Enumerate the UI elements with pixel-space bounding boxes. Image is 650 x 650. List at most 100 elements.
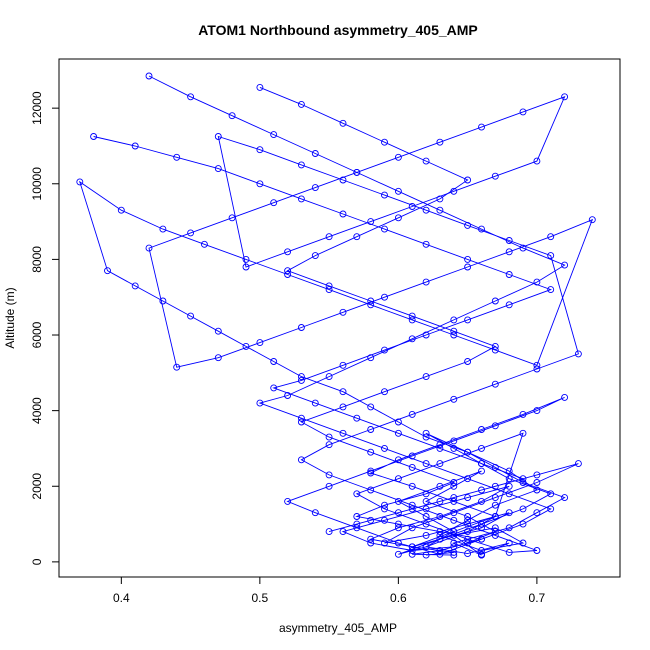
data-point [450,548,458,556]
data-point [478,460,485,468]
data-point [381,505,388,513]
data-point [505,509,513,517]
data-point [519,475,527,483]
data-point [491,422,499,430]
data-point [505,539,513,547]
data-point [408,547,416,554]
data-point [478,123,485,131]
data-point [436,444,444,452]
data-point [353,520,361,528]
data-point [367,426,375,433]
data-point [408,312,416,320]
data-point [394,524,402,532]
data-point [533,471,541,479]
data-point [547,233,555,241]
data-point [450,316,458,324]
data-point [422,551,430,559]
series-line [259,86,510,556]
data-point [422,429,430,437]
data-point [408,316,416,324]
data-point [491,501,499,509]
data-point [339,210,347,218]
data-point [450,327,458,335]
series-1 [76,93,596,559]
data-point [436,513,444,520]
data-point [505,548,513,556]
data-point [173,363,181,371]
data-point [491,494,499,502]
data-point [339,403,347,411]
data-point [367,486,375,494]
data-point [533,365,541,373]
data-point [256,83,264,91]
data-point [325,441,333,449]
data-point [491,513,499,520]
data-point [450,395,458,403]
data-point [381,388,388,396]
data-point [436,195,444,203]
data-point [367,516,375,524]
data-point [242,342,250,350]
data-point [547,286,555,294]
data-point [574,460,582,468]
data-point [76,178,84,186]
data-point [367,469,375,477]
y-tick-label: 10000 [30,167,44,201]
data-point [436,441,444,449]
data-point [464,358,472,365]
y-axis-label: Altitude (m) [3,287,17,348]
data-point [353,524,361,532]
data-point [505,482,513,490]
data-point [214,354,222,362]
x-tick-label: 0.5 [252,591,269,605]
data-point [422,433,430,441]
data-point [478,426,485,433]
data-point [422,240,430,248]
data-point [533,361,541,369]
data-point [297,161,305,169]
data-point [214,133,222,140]
data-point [464,535,472,543]
data-point [450,437,458,445]
data-point [367,539,375,547]
data-point [325,282,333,290]
data-series-layer [76,72,596,559]
data-point [325,433,333,441]
data-point [519,520,527,528]
data-point [561,93,569,101]
data-point [284,497,292,505]
data-point [270,199,278,207]
data-point [394,550,402,558]
data-point [519,108,527,116]
data-point [450,479,458,486]
data-point [311,252,319,260]
data-point [339,388,347,396]
x-tick-label: 0.7 [529,591,546,605]
data-point [408,543,416,551]
data-point [422,157,430,165]
data-point [367,403,375,411]
data-point [478,520,485,528]
data-point [394,153,402,161]
data-point [478,444,485,452]
data-point [325,482,333,490]
data-point [284,248,292,256]
data-point [297,373,305,381]
data-point [533,407,541,415]
data-point [394,187,402,195]
data-point [408,505,416,513]
data-point [159,225,167,233]
data-point [533,486,541,494]
data-point [464,176,472,184]
data-point [173,153,181,161]
data-point [325,471,333,479]
data-point [491,482,499,490]
series-line [148,75,566,556]
data-point [381,539,388,547]
data-point [478,547,485,554]
data-point [325,373,333,381]
data-point [311,399,319,407]
data-point [311,184,319,192]
y-tick-label: 8000 [30,246,44,273]
y-tick-label: 6000 [30,321,44,348]
